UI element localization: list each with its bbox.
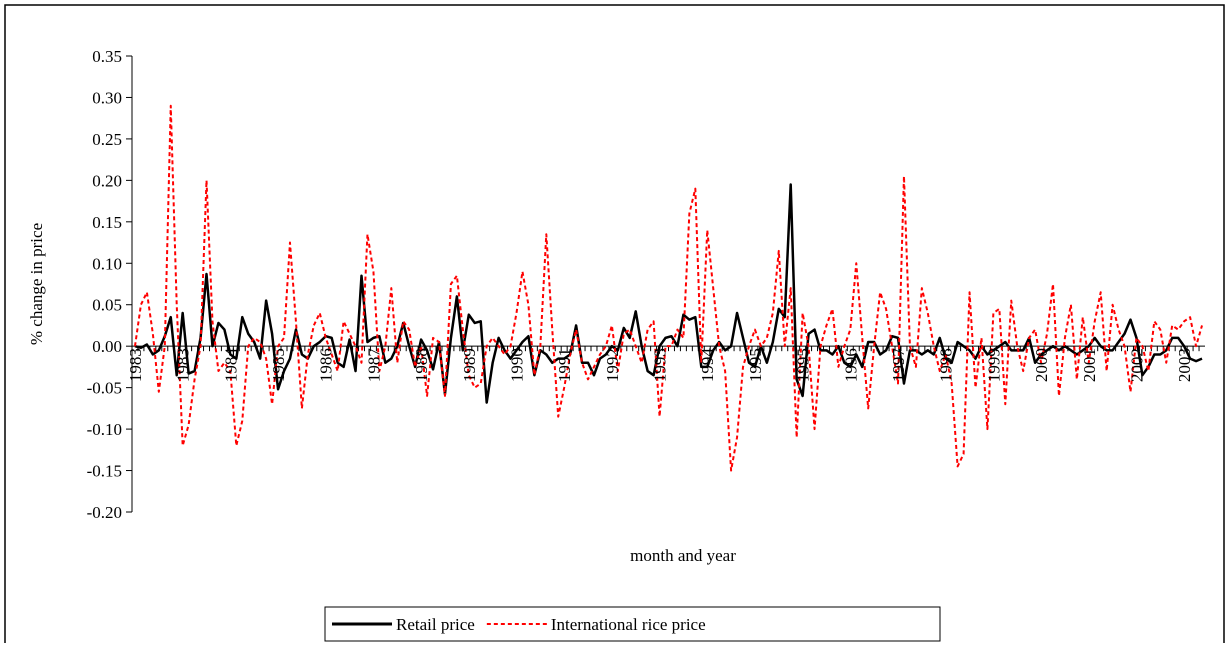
- x-tick-label: 2000: [1032, 348, 1051, 382]
- x-tick-label: 1988: [412, 348, 431, 382]
- x-tick-label: 1984: [221, 348, 240, 383]
- legend-label: International rice price: [551, 615, 706, 634]
- x-tick-label: 1995: [746, 348, 765, 382]
- x-tick-label: 1991: [555, 348, 574, 382]
- y-tick-label: 0.20: [92, 171, 122, 190]
- x-tick-label: 1998: [937, 348, 956, 382]
- x-tick-label: 2001: [1080, 348, 1099, 382]
- x-axis-title: month and year: [630, 546, 736, 565]
- series-line: [133, 104, 1203, 472]
- y-tick-label: -0.10: [87, 420, 122, 439]
- y-tick-label: 0.00: [92, 337, 122, 356]
- x-tick-label: 1995: [794, 348, 813, 382]
- x-tick-label: 1989: [460, 348, 479, 382]
- y-tick-label: 0.10: [92, 254, 122, 273]
- series-line: [134, 183, 1203, 404]
- x-tick-label: 1983: [126, 348, 145, 382]
- y-axis-title: % change in price: [27, 223, 46, 345]
- x-tick-label: 2003: [1175, 348, 1194, 382]
- y-tick-label: 0.05: [92, 296, 122, 315]
- x-tick-label: 1987: [364, 348, 383, 383]
- x-tick-label: 1996: [841, 348, 860, 382]
- x-tick-label: 1993: [651, 348, 670, 382]
- y-tick-label: 0.15: [92, 213, 122, 232]
- y-tick-label: 0.25: [92, 130, 122, 149]
- x-tick-label: 1992: [603, 348, 622, 382]
- y-tick-label: -0.15: [87, 462, 122, 481]
- y-tick-label: -0.05: [87, 379, 122, 398]
- y-tick-label: 0.30: [92, 88, 122, 107]
- legend: [324, 606, 941, 642]
- x-tick-label: 1985: [269, 348, 288, 382]
- x-tick-label: 2002: [1127, 348, 1146, 382]
- chart-border: [4, 4, 1225, 646]
- y-tick-label: -0.20: [87, 503, 122, 522]
- legend-label: Retail price: [396, 615, 475, 634]
- x-tick-label: 1999: [984, 348, 1003, 382]
- x-tick-label: 1983: [174, 348, 193, 382]
- x-tick-label: 1994: [698, 348, 717, 383]
- y-tick-label: 0.35: [92, 47, 122, 66]
- x-tick-label: 1990: [507, 348, 526, 382]
- x-tick-label: 1986: [317, 348, 336, 382]
- x-tick-label: 1997: [889, 348, 908, 383]
